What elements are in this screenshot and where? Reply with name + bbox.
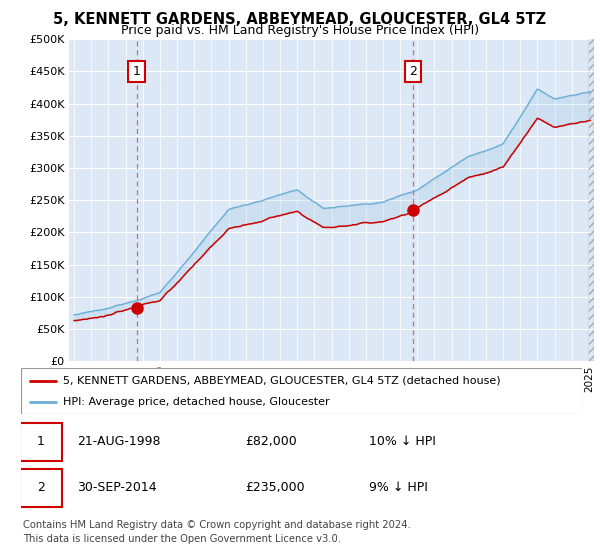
FancyBboxPatch shape [20,423,62,461]
Text: 5, KENNETT GARDENS, ABBEYMEAD, GLOUCESTER, GL4 5TZ (detached house): 5, KENNETT GARDENS, ABBEYMEAD, GLOUCESTE… [63,376,500,386]
Text: 2: 2 [409,65,417,78]
Text: £82,000: £82,000 [245,436,297,449]
Text: HPI: Average price, detached house, Gloucester: HPI: Average price, detached house, Glou… [63,397,330,407]
Text: 5, KENNETT GARDENS, ABBEYMEAD, GLOUCESTER, GL4 5TZ: 5, KENNETT GARDENS, ABBEYMEAD, GLOUCESTE… [53,12,547,27]
Text: Contains HM Land Registry data © Crown copyright and database right 2024.
This d: Contains HM Land Registry data © Crown c… [23,520,410,544]
Text: 1: 1 [133,65,140,78]
Text: £235,000: £235,000 [245,481,305,494]
Text: 2: 2 [37,481,44,494]
Text: 10% ↓ HPI: 10% ↓ HPI [369,436,436,449]
Text: Price paid vs. HM Land Registry's House Price Index (HPI): Price paid vs. HM Land Registry's House … [121,24,479,36]
Text: 21-AUG-1998: 21-AUG-1998 [77,436,161,449]
Text: 1: 1 [37,436,44,449]
Text: 9% ↓ HPI: 9% ↓ HPI [369,481,428,494]
Text: 30-SEP-2014: 30-SEP-2014 [77,481,157,494]
FancyBboxPatch shape [20,469,62,507]
